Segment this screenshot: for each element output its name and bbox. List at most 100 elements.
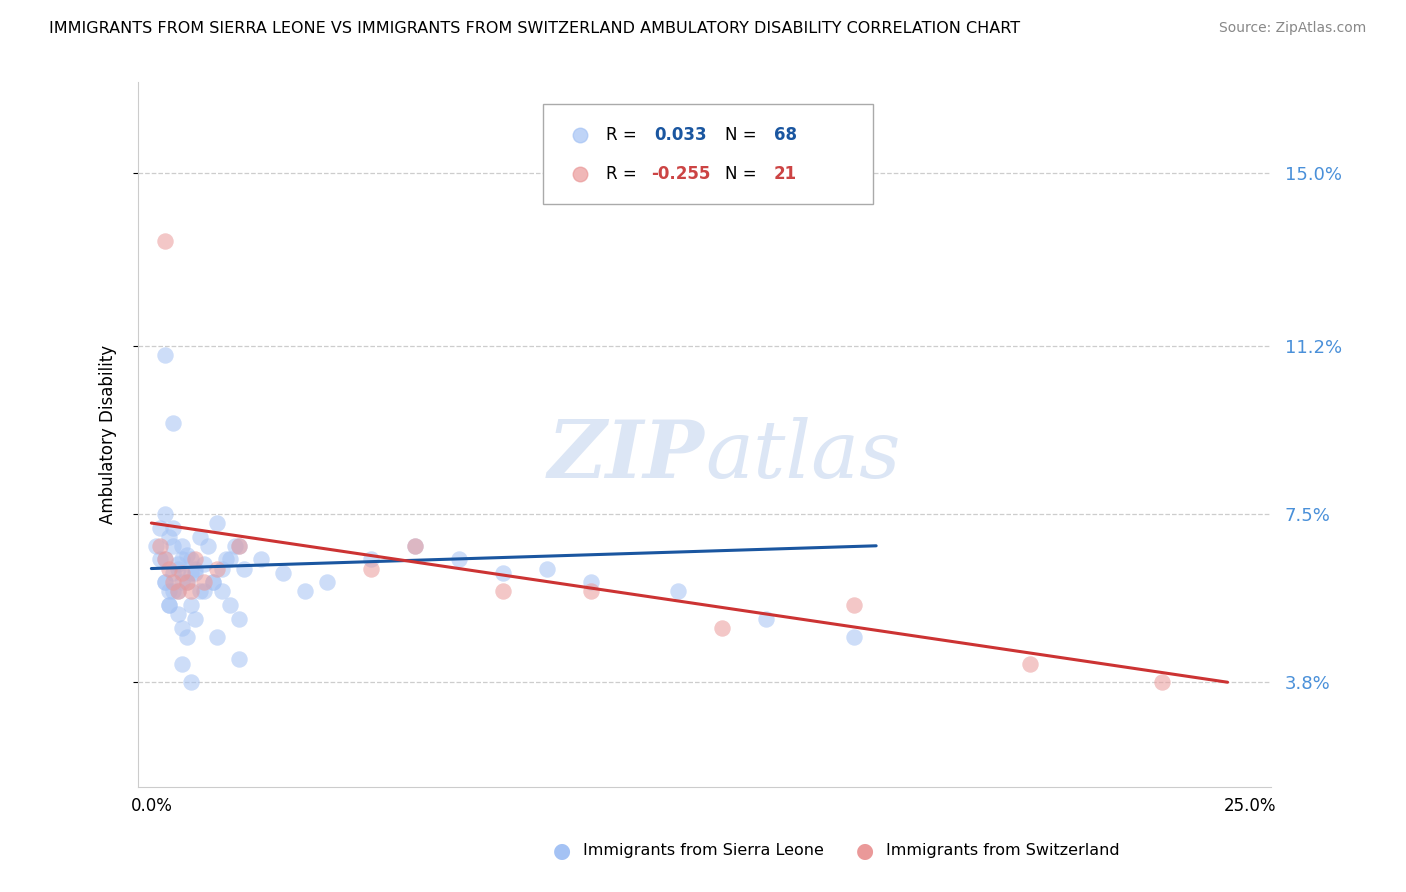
Point: [536, 561, 558, 575]
Point: [228, 652, 250, 666]
Point: [149, 520, 172, 534]
Point: [145, 539, 167, 553]
Point: [668, 584, 690, 599]
Point: [180, 598, 202, 612]
Point: [207, 630, 229, 644]
Point: [153, 552, 176, 566]
Text: Immigrants from Sierra Leone: Immigrants from Sierra Leone: [583, 844, 824, 858]
Point: [271, 566, 294, 580]
Point: [172, 621, 194, 635]
Point: [153, 507, 176, 521]
Point: [184, 566, 207, 580]
Point: [492, 584, 515, 599]
Point: [755, 611, 778, 625]
Point: [219, 552, 242, 566]
Text: ●: ●: [554, 841, 571, 861]
Point: [176, 575, 198, 590]
Point: [149, 552, 172, 566]
Point: [157, 584, 180, 599]
Point: [180, 675, 202, 690]
Point: [232, 561, 254, 575]
Text: IMMIGRANTS FROM SIERRA LEONE VS IMMIGRANTS FROM SWITZERLAND AMBULATORY DISABILIT: IMMIGRANTS FROM SIERRA LEONE VS IMMIGRAN…: [49, 21, 1021, 36]
Point: [172, 552, 194, 566]
Point: [184, 611, 207, 625]
Point: [215, 552, 238, 566]
Point: [172, 539, 194, 553]
Point: [162, 575, 184, 590]
Point: [193, 575, 215, 590]
Point: [579, 575, 602, 590]
Point: [197, 539, 219, 553]
Point: [360, 561, 382, 575]
Point: [166, 584, 188, 599]
Point: [1150, 675, 1173, 690]
Point: [228, 611, 250, 625]
Point: [211, 584, 233, 599]
Text: -0.255: -0.255: [651, 164, 711, 183]
Point: [153, 552, 176, 566]
Point: [211, 561, 233, 575]
Point: [166, 584, 188, 599]
Text: Immigrants from Switzerland: Immigrants from Switzerland: [886, 844, 1119, 858]
Point: [207, 516, 229, 530]
Text: ●: ●: [856, 841, 873, 861]
Point: [844, 630, 866, 644]
Point: [153, 575, 176, 590]
Point: [157, 561, 180, 575]
Text: N =: N =: [725, 164, 756, 183]
Point: [579, 584, 602, 599]
Point: [162, 584, 184, 599]
Point: [157, 530, 180, 544]
Point: [153, 348, 176, 362]
Point: [172, 657, 194, 671]
Point: [447, 552, 470, 566]
Point: [294, 584, 316, 599]
Point: [176, 630, 198, 644]
Point: [172, 575, 194, 590]
Point: [228, 539, 250, 553]
Point: [316, 575, 339, 590]
Point: [201, 575, 224, 590]
Point: [250, 552, 273, 566]
Point: [180, 584, 202, 599]
Point: [157, 598, 180, 612]
Point: [404, 539, 426, 553]
Point: [180, 552, 202, 566]
Point: [166, 557, 188, 571]
Point: [224, 539, 246, 553]
Point: [176, 575, 198, 590]
Point: [711, 621, 734, 635]
Text: R =: R =: [606, 164, 637, 183]
Point: [162, 539, 184, 553]
Point: [166, 561, 188, 575]
Point: [360, 552, 382, 566]
Point: [153, 575, 176, 590]
Text: atlas: atlas: [704, 417, 900, 494]
Point: [492, 566, 515, 580]
Point: [162, 520, 184, 534]
Point: [180, 566, 202, 580]
Point: [219, 598, 242, 612]
Point: [157, 598, 180, 612]
Text: R =: R =: [606, 126, 637, 144]
Point: [201, 575, 224, 590]
Text: 21: 21: [773, 164, 797, 183]
Point: [228, 539, 250, 553]
Point: [184, 552, 207, 566]
Y-axis label: Ambulatory Disability: Ambulatory Disability: [100, 345, 117, 524]
Point: [844, 598, 866, 612]
Point: [207, 561, 229, 575]
Point: [153, 234, 176, 248]
Point: [188, 584, 211, 599]
Text: ZIP: ZIP: [548, 417, 704, 494]
Point: [172, 566, 194, 580]
Text: 68: 68: [773, 126, 797, 144]
Point: [162, 416, 184, 430]
Point: [193, 557, 215, 571]
Text: 0.033: 0.033: [654, 126, 706, 144]
Text: Source: ZipAtlas.com: Source: ZipAtlas.com: [1219, 21, 1367, 35]
Point: [162, 566, 184, 580]
Point: [404, 539, 426, 553]
Text: N =: N =: [725, 126, 756, 144]
Point: [1018, 657, 1040, 671]
